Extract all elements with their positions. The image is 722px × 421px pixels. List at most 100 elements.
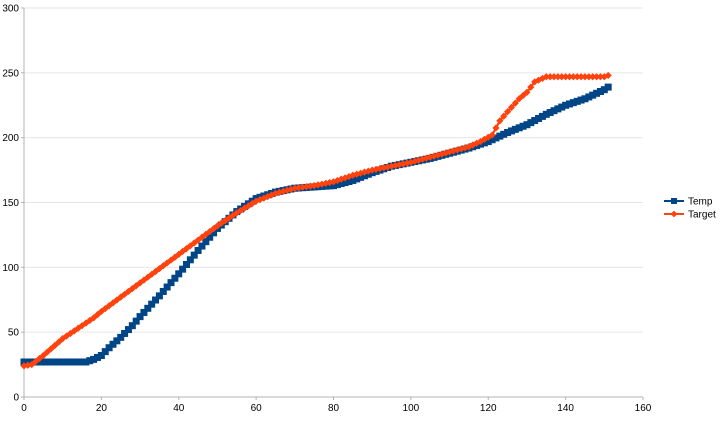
point-temp-17	[86, 357, 94, 365]
point-temp-84	[345, 177, 353, 185]
point-temp-8	[51, 358, 59, 366]
point-target-1	[24, 361, 32, 369]
point-temp-139	[558, 103, 566, 111]
point-target-101	[411, 157, 419, 165]
point-target-123	[496, 117, 504, 125]
point-temp-5	[39, 358, 47, 366]
point-target-130	[523, 88, 531, 96]
y-tick-label-0: 0	[13, 393, 19, 404]
point-temp-13	[70, 358, 78, 366]
point-target-29	[132, 282, 140, 290]
point-temp-122	[492, 134, 500, 142]
point-temp-151	[604, 83, 612, 91]
point-target-135	[542, 73, 550, 81]
point-temp-20	[97, 352, 105, 360]
point-temp-41	[179, 265, 187, 273]
point-temp-10	[59, 358, 67, 366]
point-temp-143	[573, 97, 581, 105]
point-target-109	[442, 149, 450, 157]
series-line-target	[23, 74, 609, 367]
point-temp-48	[206, 233, 214, 241]
point-temp-144	[577, 96, 585, 104]
point-target-38	[167, 256, 175, 264]
point-temp-40	[175, 270, 183, 278]
point-target-114	[461, 144, 469, 152]
point-target-5	[39, 351, 47, 360]
point-target-8	[51, 341, 59, 349]
point-temp-45	[194, 246, 202, 254]
point-target-139	[558, 73, 566, 81]
series-target	[20, 71, 612, 370]
point-temp-137	[550, 107, 558, 115]
point-target-62	[260, 194, 268, 202]
point-target-11	[62, 332, 71, 340]
point-target-122	[492, 124, 500, 132]
point-target-97	[395, 161, 403, 169]
point-temp-30	[136, 313, 144, 321]
point-target-151	[604, 71, 612, 80]
point-target-141	[565, 73, 574, 81]
point-temp-33	[148, 300, 156, 308]
point-target-146	[585, 73, 593, 81]
legend-label-target: Target	[688, 210, 716, 221]
point-temp-120	[484, 138, 492, 146]
point-target-92	[376, 164, 384, 173]
point-temp-140	[562, 101, 570, 109]
point-target-6	[43, 348, 51, 356]
point-temp-42	[182, 260, 190, 268]
point-target-3	[32, 357, 40, 366]
point-target-82	[337, 175, 345, 183]
point-target-104	[422, 154, 430, 162]
point-temp-34	[152, 296, 160, 304]
point-target-102	[415, 156, 423, 164]
point-temp-131	[527, 119, 535, 127]
point-target-145	[581, 73, 589, 81]
point-temp-26	[121, 329, 129, 337]
y-tick-labels: 0 50 100 150 200 250 300	[2, 4, 24, 404]
point-temp-37	[163, 283, 171, 291]
point-target-119	[480, 135, 488, 143]
point-temp-150	[600, 86, 608, 94]
point-temp-38	[167, 279, 175, 287]
point-target-79	[326, 178, 334, 187]
point-target-77	[318, 180, 326, 188]
point-target-137	[550, 73, 558, 81]
point-temp-124	[500, 130, 508, 138]
point-temp-35	[155, 292, 163, 300]
point-temp-16	[82, 358, 90, 366]
point-temp-127	[511, 125, 519, 133]
point-temp-146	[585, 93, 593, 101]
point-target-149	[596, 73, 605, 81]
series-layer	[20, 71, 612, 370]
point-temp-136	[546, 109, 554, 117]
point-temp-145	[581, 95, 589, 103]
point-target-31	[140, 276, 148, 284]
point-target-138	[554, 73, 562, 81]
legend: Temp Target	[664, 197, 716, 221]
point-target-64	[268, 191, 276, 199]
point-target-125	[503, 108, 512, 116]
point-target-7	[47, 345, 55, 353]
point-target-121	[488, 131, 496, 139]
point-temp-7	[47, 358, 55, 366]
point-target-142	[569, 73, 577, 81]
point-temp-142	[569, 99, 577, 107]
point-temp-125	[504, 128, 512, 136]
point-temp-141	[565, 100, 573, 108]
y-tick-label-250: 250	[2, 68, 19, 79]
x-tick-label-140: 140	[557, 403, 574, 414]
point-temp-134	[538, 112, 546, 120]
point-temp-36	[159, 287, 167, 295]
point-temp-0	[20, 358, 28, 366]
x-tick-label-60: 60	[251, 403, 263, 414]
point-temp-12	[66, 358, 74, 366]
point-temp-29	[132, 317, 140, 325]
point-target-67	[279, 187, 287, 195]
point-temp-21	[101, 348, 109, 356]
point-temp-22	[105, 344, 113, 352]
point-temp-123	[496, 132, 504, 140]
x-tick-label-80: 80	[328, 403, 340, 414]
point-temp-85	[349, 176, 357, 184]
point-target-61	[256, 196, 264, 204]
point-target-99	[403, 159, 411, 167]
